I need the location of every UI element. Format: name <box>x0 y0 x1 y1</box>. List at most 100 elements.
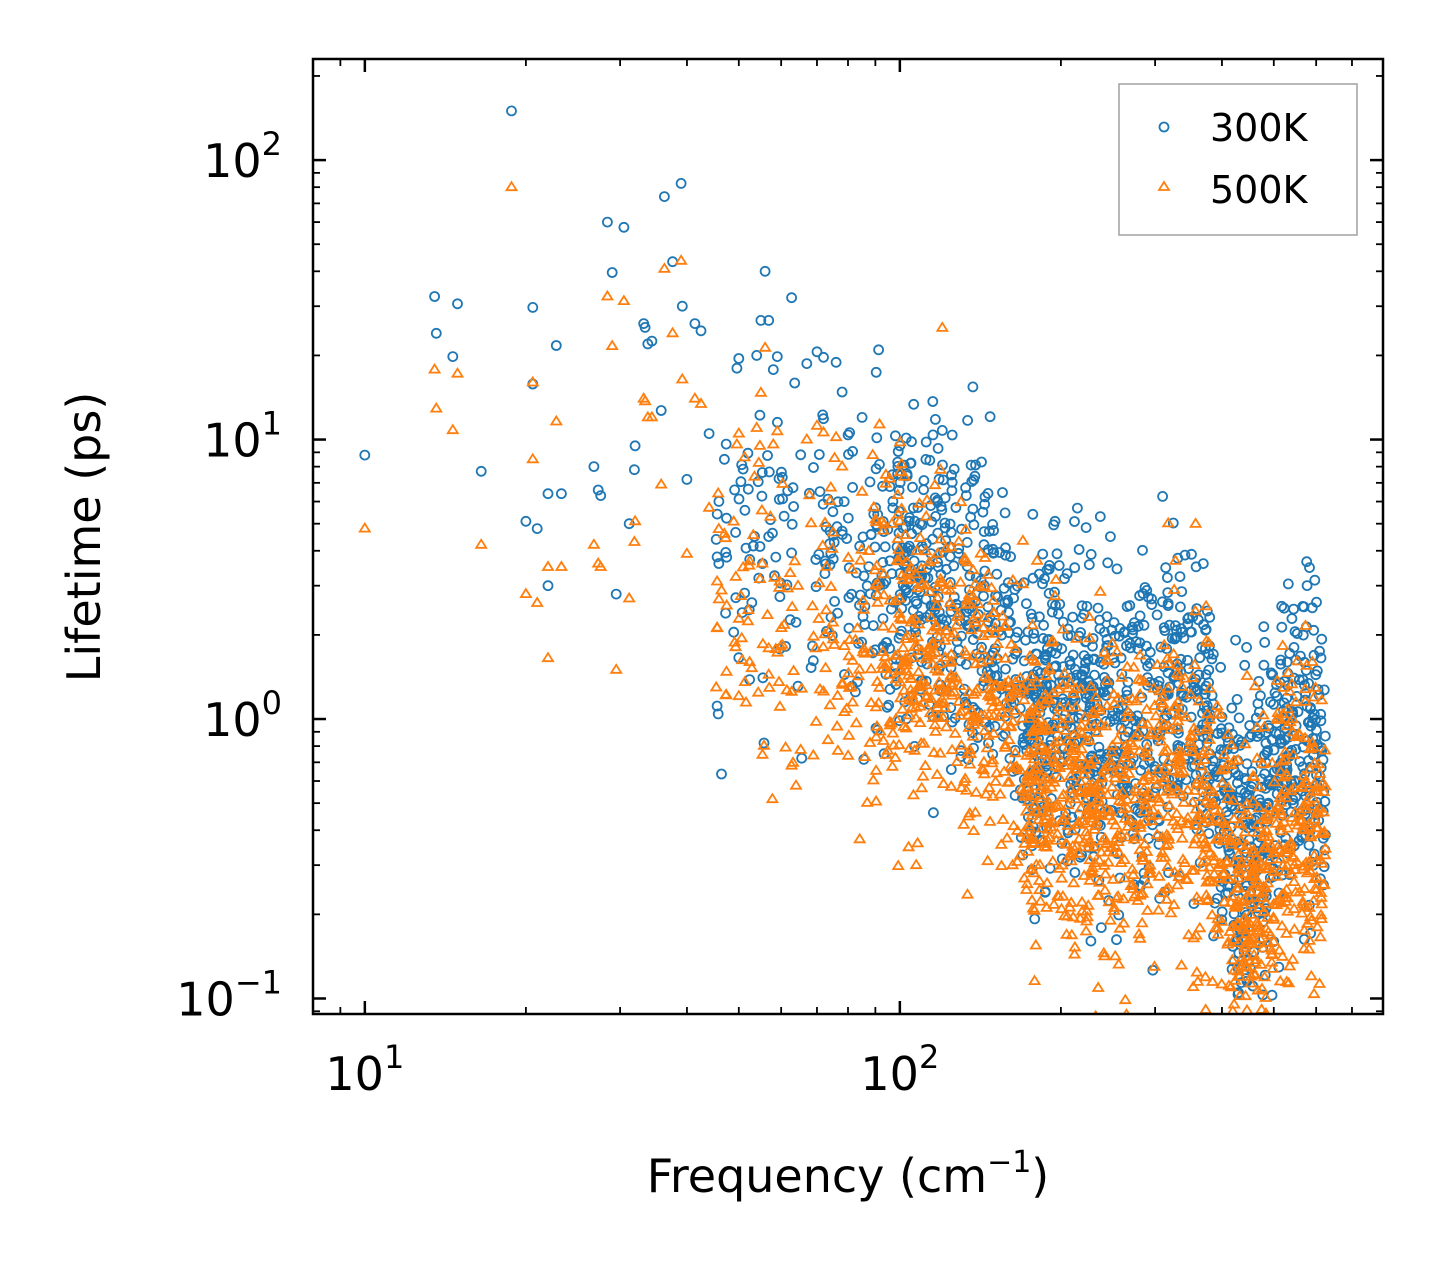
point-500k <box>1104 805 1118 816</box>
point-300k <box>936 613 948 625</box>
point-300k <box>1037 548 1049 560</box>
point-500k <box>1089 819 1103 830</box>
point-500k <box>1248 968 1263 980</box>
point-300k <box>1053 669 1065 681</box>
point-300k <box>1265 696 1276 708</box>
point-500k <box>1017 693 1031 705</box>
point-500k <box>911 680 925 692</box>
point-300k <box>1121 601 1133 612</box>
point-500k <box>429 401 443 413</box>
point-500k <box>1093 703 1107 715</box>
point-300k <box>1027 508 1039 520</box>
point-500k <box>1132 744 1147 756</box>
point-300k <box>1025 608 1037 620</box>
point-500k <box>857 642 871 653</box>
point-500k <box>1124 759 1138 770</box>
point-300k <box>1281 656 1293 668</box>
point-500k <box>1067 728 1081 739</box>
point-500k <box>981 627 996 638</box>
point-500k <box>830 719 844 731</box>
point-500k <box>959 784 974 795</box>
point-500k <box>933 532 948 544</box>
point-300k <box>1223 845 1235 856</box>
point-300k <box>977 506 989 518</box>
point-500k <box>1264 838 1278 850</box>
point-300k <box>1301 580 1313 591</box>
point-300k <box>759 265 771 277</box>
point-500k <box>907 651 921 662</box>
point-500k <box>1089 690 1103 702</box>
point-500k <box>1232 964 1246 976</box>
point-300k <box>1067 703 1079 715</box>
point-500k <box>1065 824 1080 836</box>
point-500k <box>864 696 878 707</box>
point-500k <box>1033 712 1047 724</box>
point-300k <box>1076 612 1088 624</box>
point-500k <box>826 525 840 537</box>
point-300k <box>786 292 797 304</box>
point-300k <box>790 616 802 628</box>
point-300k <box>1215 723 1227 735</box>
point-300k <box>1231 694 1243 705</box>
point-300k <box>1251 1026 1260 1035</box>
point-500k <box>1243 908 1258 919</box>
point-500k <box>1069 840 1084 851</box>
point-500k <box>1008 675 1023 686</box>
point-500k <box>1053 771 1067 782</box>
point-500k <box>1244 886 1259 897</box>
point-500k <box>751 686 765 697</box>
point-300k <box>1157 490 1168 502</box>
point-500k <box>1246 846 1261 857</box>
point-500k <box>968 577 982 589</box>
point-500k <box>963 757 977 769</box>
point-500k <box>1066 876 1081 888</box>
point-300k <box>1051 548 1063 560</box>
point-500k <box>1135 887 1150 898</box>
point-500k <box>924 611 938 622</box>
point-500k <box>638 394 652 406</box>
point-500k <box>971 597 985 609</box>
point-500k <box>966 589 980 601</box>
point-500k <box>1308 681 1323 692</box>
point-500k <box>962 685 976 697</box>
point-500k <box>1031 813 1046 825</box>
point-500k <box>1262 801 1276 812</box>
point-500k <box>1259 991 1273 1002</box>
point-300k <box>914 518 926 529</box>
point-500k <box>1079 794 1093 806</box>
point-300k <box>771 351 783 363</box>
point-500k <box>709 680 723 692</box>
point-500k <box>1165 787 1179 799</box>
point-500k <box>1152 719 1166 731</box>
point-500k <box>1034 791 1049 803</box>
point-500k <box>841 666 856 678</box>
point-500k <box>1046 634 1060 646</box>
point-300k <box>1158 622 1170 633</box>
point-500k <box>1069 682 1083 693</box>
point-500k <box>1153 684 1167 696</box>
point-500k <box>1221 728 1235 739</box>
legend-label-300k: 300K <box>1210 106 1309 150</box>
point-500k <box>960 555 974 567</box>
point-300k <box>1291 628 1303 639</box>
point-300k <box>1162 600 1174 611</box>
point-500k <box>1106 814 1120 825</box>
point-500k <box>1205 815 1219 826</box>
point-500k <box>1140 877 1154 889</box>
point-500k <box>1016 534 1030 545</box>
point-500k <box>978 551 992 562</box>
point-500k <box>1082 803 1096 815</box>
point-500k <box>1050 748 1065 760</box>
point-500k <box>867 500 881 512</box>
point-500k <box>977 767 991 779</box>
point-300k <box>827 506 839 518</box>
point-300k <box>909 515 920 527</box>
point-500k <box>1311 1035 1321 1043</box>
point-300k <box>930 511 941 522</box>
point-500k <box>714 583 729 595</box>
point-300k <box>1080 657 1091 669</box>
point-300k <box>1255 690 1266 702</box>
point-500k <box>918 759 932 770</box>
point-500k <box>1225 829 1239 841</box>
point-500k <box>1215 858 1229 869</box>
